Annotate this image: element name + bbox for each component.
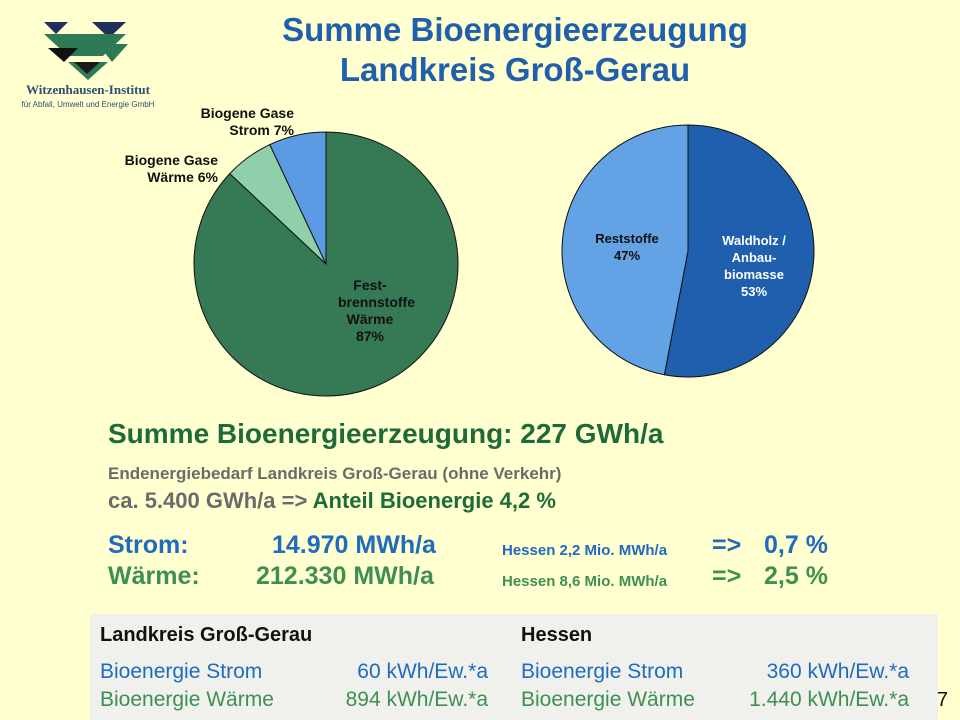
summary-headline: Summe Bioenergieerzeugung: 227 GWh/a	[108, 418, 664, 449]
title-line-1: Summe Bioenergieerzeugung	[282, 11, 748, 48]
strom-hessen: Hessen 2,2 Mio. MWh/a	[502, 542, 668, 559]
right-strom-value: 360 kWh/Ew.*a	[766, 660, 909, 683]
pie-chart-energy-types	[193, 124, 815, 397]
left-strom-value: 60 kWh/Ew.*a	[357, 660, 488, 683]
comparison-box: Landkreis Groß-Gerau Hessen Bioenergie S…	[90, 614, 938, 720]
label-reststoffe: Reststoffe 47%	[595, 231, 659, 263]
label-biogene-gase-strom: Biogene Gase Strom 7%	[200, 105, 294, 138]
left-strom-label: Bioenergie Strom	[100, 660, 263, 683]
page-number: 7	[936, 689, 948, 711]
strom-label: Strom:	[108, 531, 189, 559]
waerme-value: 212.330 MWh/a	[256, 562, 434, 590]
left-waerme-value: 894 kWh/Ew.*a	[345, 688, 488, 711]
logo-name: Witzenhausen-Institut	[25, 82, 150, 97]
right-waerme-label: Bioenergie Wärme	[521, 688, 695, 711]
pie-0-slice-2	[269, 131, 327, 265]
demand-text: Endenergiebedarf Landkreis Groß-Gerau (o…	[108, 464, 562, 483]
strom-percent: 0,7 %	[764, 531, 828, 559]
title-line-2: Landkreis Groß-Gerau	[339, 51, 691, 88]
strom-arrow: =>	[712, 531, 742, 559]
waerme-hessen: Hessen 8,6 Mio. MWh/a	[502, 573, 668, 590]
right-waerme-value: 1.440 kWh/Ew.*a	[749, 688, 909, 711]
demand-value: ca. 5.400 GWh/a =>	[108, 488, 308, 513]
label-biogene-gase-waerme: Biogene Gase Wärme 6%	[124, 152, 218, 185]
label-waldholz: Waldholz / Anbau- biomasse 53%	[722, 233, 786, 299]
right-strom-label: Bioenergie Strom	[521, 660, 684, 683]
bioenergy-share: Anteil Bioenergie 4,2 %	[312, 488, 556, 513]
logo-mark	[44, 22, 128, 80]
pie-1-slice-0	[663, 124, 815, 378]
page-title: Summe Bioenergieerzeugung Landkreis Groß…	[180, 10, 850, 90]
left-waerme-label: Bioenergie Wärme	[100, 688, 274, 711]
waerme-label: Wärme:	[108, 562, 200, 590]
waerme-percent: 2,5 %	[764, 562, 828, 590]
comparison-left-title: Landkreis Groß-Gerau	[100, 624, 313, 646]
strom-value: 14.970 MWh/a	[272, 531, 436, 559]
pie-1-slice-1	[561, 124, 689, 376]
label-festbrennstoffe: Fest- brennstoffe Wärme 87%	[338, 277, 415, 344]
logo-subtitle: für Abfall, Umwelt und Energie GmbH	[21, 100, 155, 109]
institute-logo: Witzenhausen-Institut für Abfall, Umwelt…	[8, 18, 168, 118]
demand-share-line: ca. 5.400 GWh/a => Anteil Bioenergie 4,2…	[108, 488, 556, 514]
comparison-right-title: Hessen	[521, 624, 593, 646]
waerme-arrow: =>	[712, 562, 742, 590]
